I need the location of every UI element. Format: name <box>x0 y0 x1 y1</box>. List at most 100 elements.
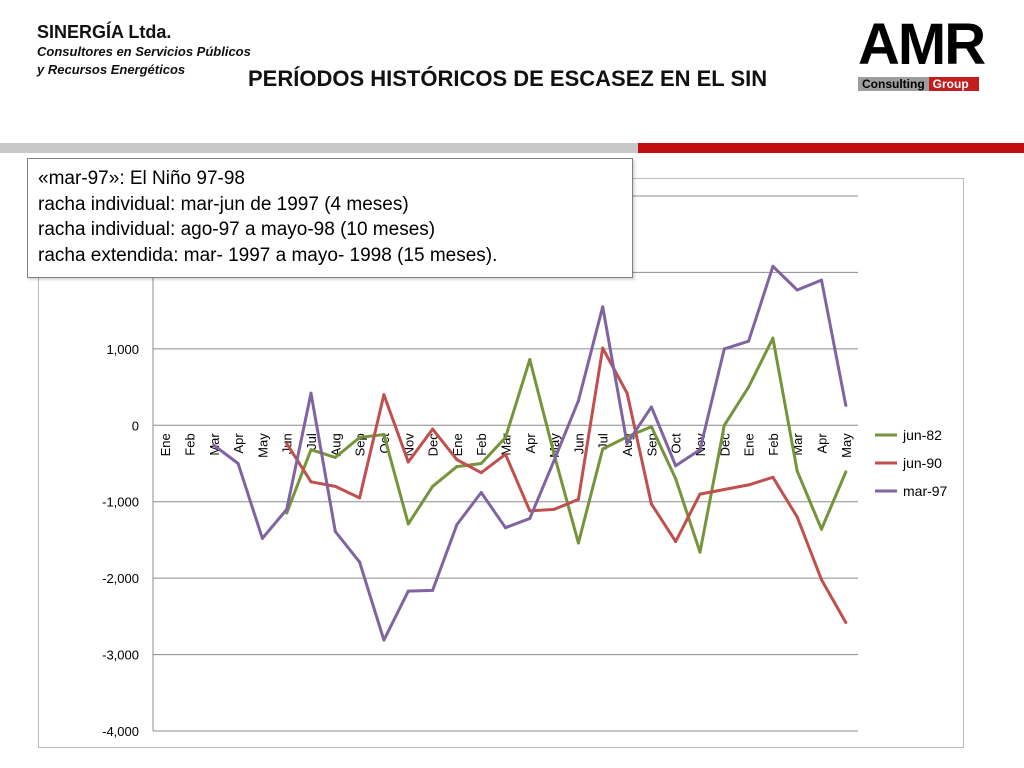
data-point-jun-90 <box>382 393 386 397</box>
data-point-jun-90 <box>431 427 435 431</box>
data-point-mar-97 <box>528 517 532 521</box>
data-point-mar-97 <box>795 288 799 292</box>
page-title: PERÍODOS HISTÓRICOS DE ESCASEZ EN EL SIN <box>248 66 768 91</box>
x-tick-label: Ene <box>742 433 757 456</box>
data-point-jun-82 <box>504 436 507 440</box>
legend-label: jun-82 <box>902 427 942 443</box>
x-tick-label: Jul <box>304 433 319 450</box>
data-point-jun-90 <box>820 578 824 582</box>
data-point-jun-90 <box>747 483 751 487</box>
x-tick-label: Apr <box>231 433 246 454</box>
divider-gray <box>0 143 638 153</box>
header-divider <box>0 143 1024 153</box>
y-tick-label: -2,000 <box>102 571 139 586</box>
x-tick-label: Aug <box>328 433 343 456</box>
data-point-jun-82 <box>674 477 678 481</box>
data-point-mar-97 <box>649 405 653 409</box>
company-block: SINERGÍA Ltda. Consultores en Servicios … <box>37 22 251 79</box>
x-tick-label: Jun <box>571 433 586 454</box>
x-tick-label: Apr <box>815 433 830 454</box>
data-point-jun-90 <box>601 346 605 350</box>
series-line-jun-82 <box>285 336 848 554</box>
data-point-mar-97 <box>260 536 264 540</box>
x-tick-label: Mar <box>499 433 514 456</box>
data-point-jun-82 <box>747 385 751 389</box>
y-tick-label: -1,000 <box>102 495 139 510</box>
x-tick-label: Apr <box>523 433 538 454</box>
logo-group: Group <box>928 77 979 91</box>
data-point-jun-82 <box>528 358 532 362</box>
data-point-jun-82 <box>649 425 653 429</box>
y-tick-label: 0 <box>132 418 139 433</box>
data-point-jun-90 <box>552 507 556 511</box>
data-point-jun-82 <box>479 462 483 465</box>
x-tick-label: May <box>255 433 270 458</box>
data-point-jun-90 <box>358 496 362 500</box>
data-point-mar-97 <box>625 442 629 446</box>
annotation-box: «mar-97»: El Niño 97-98 racha individual… <box>27 158 633 278</box>
data-point-mar-97 <box>504 526 507 530</box>
company-subtitle-line2: y Recursos Energéticos <box>37 62 186 77</box>
annotation-line-3: racha individual: ago-97 a mayo-98 (10 m… <box>38 219 436 240</box>
data-point-jun-90 <box>576 497 580 501</box>
data-point-jun-90 <box>504 452 507 456</box>
data-point-mar-97 <box>844 403 848 407</box>
y-tick-label: -3,000 <box>102 648 139 663</box>
data-point-jun-82 <box>333 455 337 459</box>
data-point-mar-97 <box>820 278 824 282</box>
data-point-mar-97 <box>358 560 362 564</box>
data-point-jun-90 <box>309 480 313 484</box>
data-point-mar-97 <box>333 530 337 534</box>
annotation-line-4: racha extendida: mar- 1997 a mayo- 1998 … <box>38 244 498 266</box>
x-tick-label: May <box>839 433 854 458</box>
data-point-mar-97 <box>431 588 435 592</box>
data-point-jun-90 <box>285 442 289 446</box>
data-point-jun-82 <box>576 541 580 545</box>
data-point-jun-90 <box>528 509 532 513</box>
line-chart: -4,000 -3,000 -2,000 -1,000 0 1,000 Ene Feb Mar A… <box>102 195 948 739</box>
data-point-jun-90 <box>649 502 653 506</box>
data-point-mar-97 <box>455 523 459 527</box>
data-point-jun-82 <box>431 484 435 488</box>
data-point-jun-90 <box>455 458 459 462</box>
logo-bar: Consulting Group <box>858 77 998 91</box>
data-point-jun-90 <box>698 492 702 496</box>
data-point-jun-90 <box>795 515 799 519</box>
x-tick-label: Ene <box>450 433 465 456</box>
data-point-jun-82 <box>722 423 726 427</box>
data-point-mar-97 <box>212 443 216 447</box>
data-point-mar-97 <box>747 339 751 343</box>
data-point-mar-97 <box>382 638 386 642</box>
data-point-jun-90 <box>333 484 337 488</box>
data-point-jun-82 <box>358 436 362 440</box>
data-point-jun-90 <box>771 475 775 479</box>
data-point-mar-97 <box>698 448 702 452</box>
data-point-mar-97 <box>771 264 775 268</box>
logo-consulting: Consulting <box>858 77 929 91</box>
data-point-jun-82 <box>771 336 775 340</box>
data-point-mar-97 <box>309 391 313 395</box>
x-tick-label: Feb <box>766 433 781 455</box>
data-point-jun-90 <box>674 539 678 543</box>
data-point-jun-82 <box>698 550 702 554</box>
data-point-jun-90 <box>625 391 629 395</box>
data-point-jun-82 <box>406 522 410 526</box>
data-point-jun-90 <box>406 460 410 464</box>
data-point-jun-82 <box>309 448 313 452</box>
data-point-jun-82 <box>820 527 824 531</box>
data-point-mar-97 <box>479 491 483 495</box>
x-tick-label: Feb <box>474 433 489 455</box>
x-tick-label: Dec <box>426 433 441 457</box>
logo-text: AMR <box>858 12 986 77</box>
data-point-mar-97 <box>406 589 410 593</box>
legend-label: mar-97 <box>903 483 948 499</box>
data-point-mar-97 <box>674 464 678 468</box>
legend-label: jun-90 <box>902 455 942 471</box>
data-point-mar-97 <box>236 462 240 465</box>
data-point-jun-82 <box>382 432 386 436</box>
data-point-jun-82 <box>844 470 848 474</box>
data-point-jun-90 <box>844 620 848 624</box>
series-line-jun-90 <box>285 346 848 624</box>
y-tick-label: 1,000 <box>106 342 139 357</box>
data-point-mar-97 <box>601 305 605 309</box>
